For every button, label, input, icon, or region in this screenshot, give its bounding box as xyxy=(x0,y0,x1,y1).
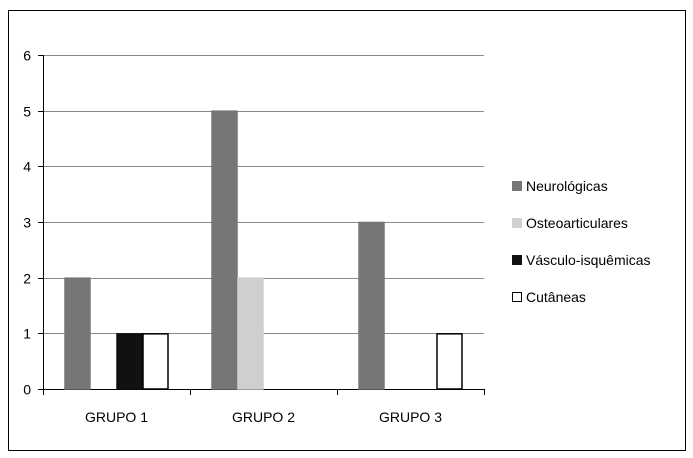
y-tick-label: 1 xyxy=(23,326,31,342)
legend-label: Vásculo-isquêmicas xyxy=(526,252,651,268)
x-tick-label: GRUPO 3 xyxy=(379,409,442,425)
y-tick-label: 4 xyxy=(23,159,31,175)
bar xyxy=(116,333,143,390)
x-tick-label: GRUPO 1 xyxy=(85,409,148,425)
bars xyxy=(64,110,463,390)
legend-swatch xyxy=(512,255,522,265)
legend-swatch xyxy=(512,292,522,302)
bar xyxy=(436,333,463,390)
y-tick-label: 0 xyxy=(23,382,31,398)
legend: Neurológicas Osteoarticulares Vásculo-isqu… xyxy=(512,178,651,305)
legend-swatch xyxy=(512,181,522,191)
bar xyxy=(237,277,264,390)
y-tick-label: 2 xyxy=(23,271,31,287)
bar xyxy=(64,277,91,390)
legend-label: Neurológicas xyxy=(526,178,608,194)
y-tick-label: 5 xyxy=(23,104,31,120)
legend-label: Cutâneas xyxy=(526,289,586,305)
bar xyxy=(142,333,169,390)
legend-swatch xyxy=(512,218,522,228)
x-tick-label: GRUPO 2 xyxy=(232,409,295,425)
bar xyxy=(211,110,238,390)
y-tick-label: 3 xyxy=(23,215,31,231)
bar xyxy=(358,221,385,390)
axis-labels: 0 1 2 3 4 5 6 GRUPO 1 GRUPO 2 GRUPO 3 xyxy=(23,48,442,426)
y-tick-label: 6 xyxy=(23,48,31,64)
legend-label: Osteoarticulares xyxy=(526,215,628,231)
